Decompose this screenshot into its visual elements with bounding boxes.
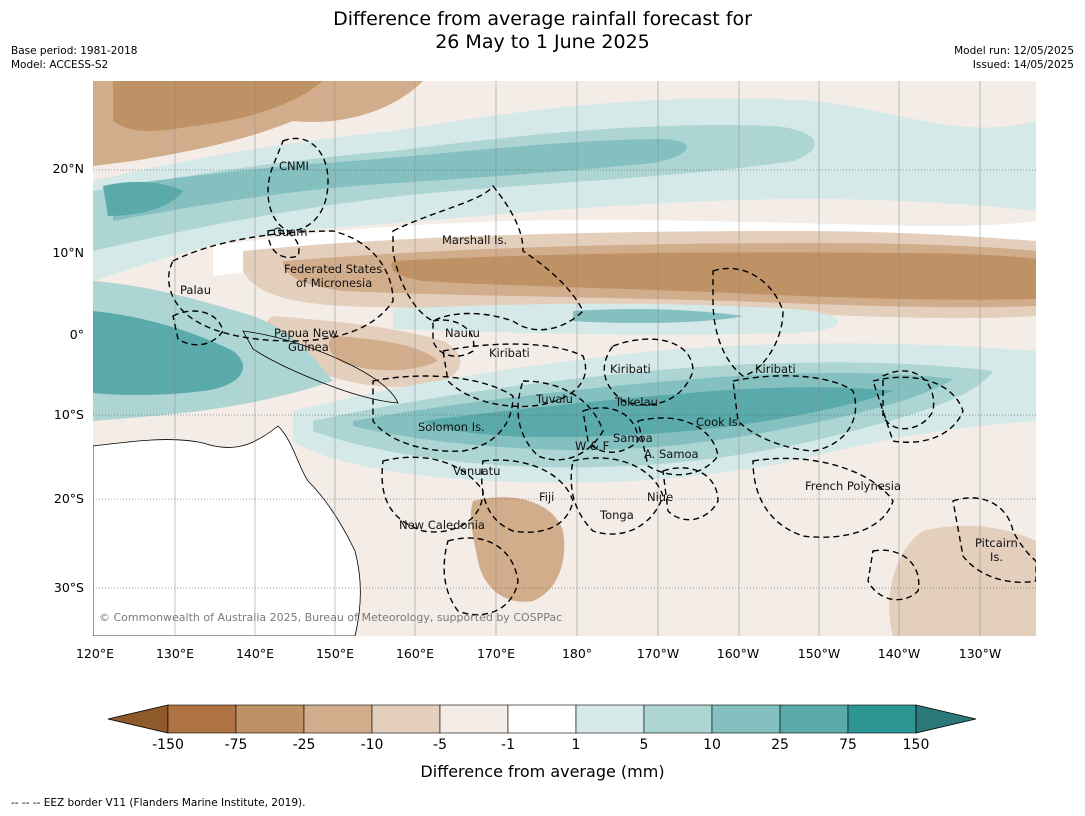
lon-label-120e: 120°E [75,646,114,661]
eez-borders [167,137,1036,616]
label-kiribati-east: Kiribati [755,362,796,376]
label-vanuatu: Vanuatu [453,464,500,478]
label-tonga: Tonga [599,508,634,522]
model-name: Model: ACCESS-S2 [11,59,109,71]
label-png-line1: Papua New [274,326,338,340]
colorbar-tick-label: 150 [902,737,930,753]
label-niue: Niue [647,490,673,504]
lon-label-180: 180° [561,646,593,661]
lon-label-160w: 160°W [716,646,760,661]
label-nauru: Nauru [445,326,480,340]
colorbar-bins [167,704,917,734]
lon-label-150w: 150°W [797,646,841,661]
lat-label-10n: 10°N [52,245,84,260]
label-solomon-is: Solomon Is. [418,420,485,434]
colorbar-bin [235,704,305,734]
label-american-samoa: A. Samoa [644,447,699,461]
lon-label-170e: 170°E [476,646,515,661]
dry-anomaly-south [470,497,565,602]
colorbar-bin [371,704,441,734]
label-new-caledonia: New Caledonia [399,518,485,532]
colorbar-tick-label: 1 [571,737,581,753]
colorbar-tick-label: -10 [360,737,384,753]
dry-anomaly-southeast [889,525,1036,636]
colorbar-bin [507,704,577,734]
dry-anomaly-png-core [328,336,438,371]
lon-gridlines [174,81,981,636]
colorbar-tick-label: 10 [703,737,721,753]
colorbar-bin [847,704,917,734]
colorbar-bin [167,704,237,734]
lat-label-20n: 20°N [52,161,84,176]
label-pitcairn-line1: Pitcairn [975,536,1018,550]
colorbar-bin [303,704,373,734]
issued-date: Issued: 14/05/2025 [972,59,1074,71]
colorbar-bin [711,704,781,734]
australia-land [93,425,361,636]
label-fiji: Fiji [539,490,554,504]
lat-gridlines [93,169,1036,589]
colorbar-bin [643,704,713,734]
label-wallis-futuna: W & F [575,439,609,453]
dry-band-equatorial-core [391,252,1036,300]
label-guam: Guam [273,225,307,239]
label-kiribati-west: Kiribati [489,346,530,360]
label-tokelau: Tokelau [614,395,658,409]
title-line-2: 26 May to 1 June 2025 [435,31,650,53]
lon-label-140e: 140°E [235,646,274,661]
colorbar-over-arrow [915,704,977,734]
lon-label-140w: 140°W [877,646,921,661]
label-samoa: Samoa [613,431,653,445]
lat-label-10s: 10°S [53,407,84,422]
label-tuvalu: Tuvalu [535,392,573,406]
label-fsm-line2: of Micronesia [296,276,372,290]
meta-left: Base period: 1981-2018 Model: ACCESS-S2 [11,44,137,72]
place-labels: CNMI Guam Marshall Is. Federated States … [180,159,1018,564]
wet-core-philippines [103,181,183,216]
colorbar-title: Difference from average (mm) [420,762,665,781]
lon-label-160e: 160°E [395,646,434,661]
colorbar-tick-label: -1 [501,737,515,753]
meta-right: Model run: 12/05/2025 Issued: 14/05/2025 [954,44,1074,72]
colorbar-bin [439,704,509,734]
colorbar-bin [779,704,849,734]
lon-label-150e: 150°E [315,646,354,661]
colorbar-tick-label: -75 [224,737,248,753]
label-palau: Palau [180,283,211,297]
lat-label-20s: 20°S [53,491,84,506]
colorbar-tick-label: -5 [433,737,447,753]
label-fsm-line1: Federated States [284,262,382,276]
colorbar-tick-label: 5 [639,737,649,753]
label-kiribati-central: Kiribati [610,362,651,376]
lat-label-30s: 30°S [53,580,84,595]
colorbar-tick-label: -150 [152,737,184,753]
colorbar-tick-label: -25 [292,737,316,753]
colorbar-bin [575,704,645,734]
label-pitcairn-line2: Is. [990,550,1003,564]
label-cnmi: CNMI [279,159,309,173]
lon-label-130e: 130°E [155,646,194,661]
dry-anomaly-north-core [113,81,323,131]
label-marshall-is: Marshall Is. [442,233,507,247]
wet-anomaly-indonesia-core [93,311,243,396]
label-french-polynesia: French Polynesia [805,479,901,493]
base-period: Base period: 1981-2018 [11,45,138,57]
lon-label-130w: 130°W [958,646,1002,661]
colorbar-under-arrow [107,704,169,734]
colorbar-tick-label: 75 [839,737,857,753]
chart-title: Difference from average rainfall forecas… [0,8,1085,54]
model-run: Model run: 12/05/2025 [954,45,1074,57]
title-line-1: Difference from average rainfall forecas… [333,8,752,30]
new-guinea-land [242,330,399,404]
lon-label-170w: 170°W [636,646,680,661]
wet-band-north-core [113,138,687,221]
label-png-line2: Guinea [288,340,329,354]
colorbar-tick-label: 25 [771,737,789,753]
rainfall-map: CNMI Guam Marshall Is. Federated States … [93,81,1036,636]
lat-label-0: 0° [69,327,84,342]
footer-note: -- -- -- EEZ border V11 (Flanders Marine… [11,797,306,809]
label-cook-is: Cook Is. [696,415,741,429]
colorbar [107,704,977,734]
copyright-notice: © Commonwealth of Australia 2025, Bureau… [99,611,562,624]
